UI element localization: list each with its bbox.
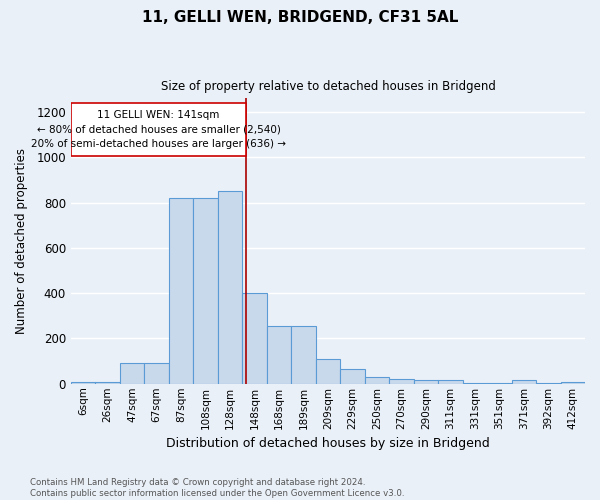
Text: 11 GELLI WEN: 141sqm
← 80% of detached houses are smaller (2,540)
20% of semi-de: 11 GELLI WEN: 141sqm ← 80% of detached h… <box>31 110 286 150</box>
Text: Contains HM Land Registry data © Crown copyright and database right 2024.
Contai: Contains HM Land Registry data © Crown c… <box>30 478 404 498</box>
Text: 11, GELLI WEN, BRIDGEND, CF31 5AL: 11, GELLI WEN, BRIDGEND, CF31 5AL <box>142 10 458 25</box>
Bar <box>218 191 242 384</box>
Bar <box>316 359 340 384</box>
Bar <box>193 198 218 384</box>
Bar <box>438 380 463 384</box>
Bar <box>560 382 585 384</box>
Y-axis label: Number of detached properties: Number of detached properties <box>15 148 28 334</box>
Bar <box>242 293 267 384</box>
Bar <box>389 379 413 384</box>
Bar <box>145 364 169 384</box>
Bar <box>267 326 291 384</box>
Bar <box>536 383 560 384</box>
Bar <box>463 383 487 384</box>
Bar <box>487 383 512 384</box>
Title: Size of property relative to detached houses in Bridgend: Size of property relative to detached ho… <box>161 80 496 93</box>
Bar <box>95 382 120 384</box>
Bar <box>340 369 365 384</box>
Bar <box>71 382 95 384</box>
X-axis label: Distribution of detached houses by size in Bridgend: Distribution of detached houses by size … <box>166 437 490 450</box>
Bar <box>413 380 438 384</box>
Bar <box>512 380 536 384</box>
Bar <box>365 377 389 384</box>
Bar <box>169 198 193 384</box>
FancyBboxPatch shape <box>71 103 246 156</box>
Bar <box>120 364 145 384</box>
Bar <box>291 326 316 384</box>
